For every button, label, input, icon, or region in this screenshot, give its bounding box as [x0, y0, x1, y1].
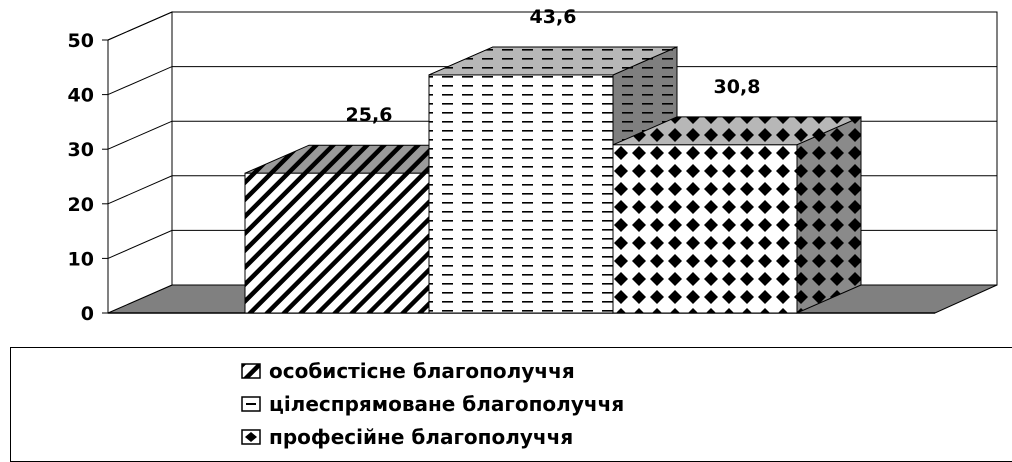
y-tick-label: 40: [68, 85, 94, 107]
diamonds-swatch-icon: [241, 429, 261, 445]
legend-label: особистісне благополуччя: [269, 359, 575, 383]
gridline: [107, 11, 997, 41]
bars: [244, 46, 862, 314]
y-axis-ticks: 0 10 20 30 40 50: [68, 30, 108, 325]
legend-item-professional: професійне благополуччя: [241, 425, 573, 449]
legend-label: професійне благополуччя: [269, 425, 574, 449]
y-tick-label: 20: [68, 194, 94, 216]
diagonal-hatch-swatch-icon: [241, 363, 261, 379]
bar-chart: 0 10 20 30 40 50 25,6 43,6 30,8: [68, 6, 998, 325]
data-label: 30,8: [714, 76, 761, 98]
y-tick-label: 50: [68, 30, 94, 52]
gridline: [107, 66, 997, 96]
legend-item-personal: особистісне благополуччя: [241, 359, 575, 383]
data-label: 43,6: [530, 6, 577, 28]
dashes-swatch-icon: [241, 396, 261, 412]
bar-side: [796, 116, 862, 314]
bar: [244, 172, 430, 314]
y-tick-label: 10: [68, 248, 94, 270]
bar: [428, 74, 614, 314]
bar: [612, 144, 798, 314]
legend-item-purposeful: цілеспрямоване благополуччя: [241, 392, 624, 416]
data-label: 25,6: [346, 104, 393, 126]
y-tick-label: 30: [68, 139, 94, 161]
legend-label: цілеспрямоване благополуччя: [269, 392, 625, 416]
chart-side-wall: [107, 11, 173, 314]
legend: особистісне благополуччя цілеспрямоване …: [10, 347, 1012, 462]
y-tick-label: 0: [81, 303, 94, 325]
data-labels: 25,6 43,6 30,8: [346, 6, 761, 126]
